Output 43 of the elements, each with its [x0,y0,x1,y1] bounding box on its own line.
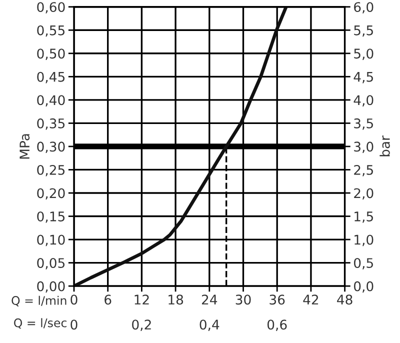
y2-tick-label: 1,0 [354,234,374,246]
y-tick-label: 0,40 [37,95,65,106]
y2-tick-label: 3,0 [354,142,374,154]
x-tick-label: 24 [202,294,218,304]
x-axis-title: Q = l/min [12,296,66,306]
x2-tick-label: 0 [70,320,78,330]
y-tick-label: 0,15 [37,211,65,223]
y2-tick-label: 0,5 [354,258,373,270]
x-tick-label: 42 [303,294,318,304]
y2-tick-label: 0,0 [354,281,374,293]
x-tick-label: 6 [104,294,112,305]
y-tick-label: 0,45 [37,72,65,84]
y2-tick-label: 1,5 [354,212,373,223]
x-tick-label: 12 [134,294,149,304]
y-tick-label: 0,35 [37,118,65,130]
y-tick-label: 0,30 [37,142,65,154]
y2-tick-label: 2,5 [354,164,373,176]
y2-tick-label: 3,5 [354,118,373,130]
x-tick-label: 0 [70,294,78,305]
x2-axis-title: Q = l/sec [14,318,66,329]
y2-tick-label: 5,0 [354,48,374,60]
y-tick-label: 0,10 [37,234,65,246]
y-tick-label: 0,05 [37,258,65,270]
y2-axis-title: bar [380,136,390,156]
x-tick-label: 18 [168,294,184,305]
y2-tick-label: 2,0 [354,188,374,200]
y-tick-label: 0,20 [37,188,65,200]
y2-tick-label: 6,0 [354,2,374,14]
y-tick-label: 0,25 [37,164,65,176]
x2-tick-label: 0,6 [267,320,287,331]
x2-tick-label: 0,2 [132,320,151,331]
y2-tick-label: 4,5 [354,72,373,84]
x2-tick-label: 0,4 [200,320,220,331]
x-tick-label: 30 [236,294,251,305]
y2-tick-label: 4,0 [354,95,374,106]
y-tick-label: 0,60 [37,2,65,14]
y-tick-label: 0,50 [37,48,65,60]
y-tick-label: 0,55 [37,25,65,37]
y2-tick-label: 5,5 [354,26,373,37]
y-tick-label: 0,00 [37,281,65,293]
y-axis-title: MPa [20,134,30,159]
x-tick-label: 36 [270,294,285,305]
x-tick-label: 48 [337,294,352,305]
